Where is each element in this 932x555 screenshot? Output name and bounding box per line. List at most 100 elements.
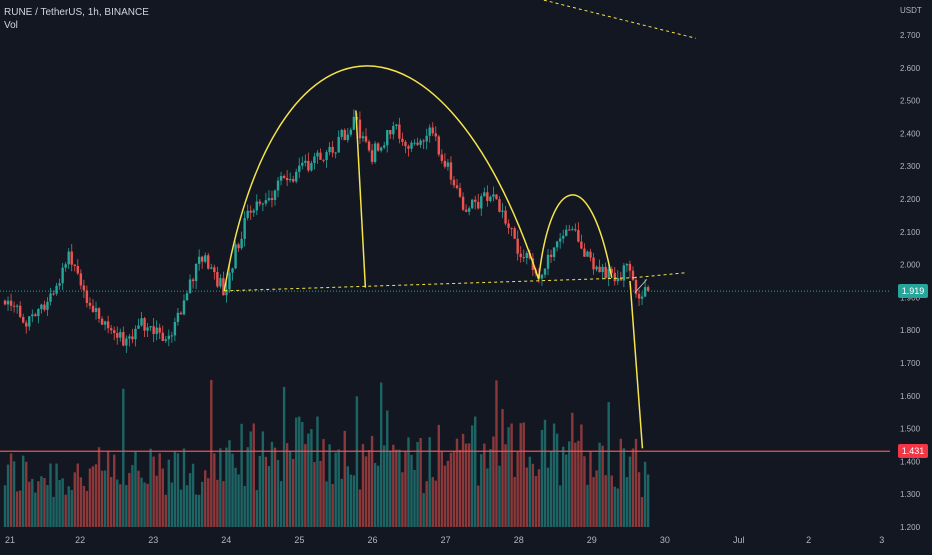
candle-body bbox=[480, 196, 483, 209]
volume-bar bbox=[422, 493, 425, 527]
volume-bar bbox=[595, 470, 598, 527]
volume-bar bbox=[40, 476, 43, 527]
candle-body bbox=[392, 125, 395, 135]
candle-body bbox=[361, 136, 365, 139]
candle-body bbox=[291, 179, 295, 182]
volume-bar bbox=[310, 429, 313, 527]
price-tick-label: 2.700 bbox=[900, 31, 921, 40]
candle-body bbox=[222, 278, 225, 296]
candle-body bbox=[389, 129, 392, 135]
candle-body bbox=[546, 254, 550, 269]
candle-body bbox=[255, 201, 258, 211]
candle-body bbox=[555, 241, 559, 248]
candle-body bbox=[434, 133, 437, 137]
candle-body bbox=[477, 201, 480, 209]
candle-body bbox=[134, 328, 137, 340]
volume-bar bbox=[191, 463, 195, 527]
candle-body bbox=[455, 185, 459, 189]
pattern-annotations[interactable] bbox=[223, 0, 696, 449]
volume-bar bbox=[88, 468, 92, 527]
volume-bar bbox=[589, 451, 592, 527]
volume-bar bbox=[282, 387, 286, 527]
time-tick-label: 3 bbox=[879, 535, 884, 545]
candle-body bbox=[358, 119, 362, 139]
time-tick-label: 29 bbox=[587, 535, 597, 545]
time-tick-label: 24 bbox=[221, 535, 231, 545]
candle-body bbox=[313, 156, 316, 164]
volume-bar bbox=[49, 463, 52, 527]
price-tick-label: 1.800 bbox=[900, 326, 921, 335]
volume-bar bbox=[295, 417, 298, 527]
volume-bar bbox=[428, 437, 431, 527]
candle-body bbox=[12, 305, 16, 307]
volume-bar bbox=[477, 485, 480, 527]
volume-bar bbox=[498, 465, 501, 527]
volume-bar bbox=[386, 410, 389, 527]
time-tick-label: 23 bbox=[148, 535, 158, 545]
candle-body bbox=[31, 314, 34, 317]
volume-bar bbox=[3, 485, 7, 527]
volume-bar bbox=[543, 419, 547, 527]
candle-body bbox=[76, 265, 80, 274]
volume-bar bbox=[225, 447, 228, 527]
candle-body bbox=[628, 263, 632, 271]
candle-body bbox=[140, 318, 143, 326]
candle-body bbox=[437, 136, 441, 155]
candle-body bbox=[586, 251, 589, 257]
volume-bar bbox=[565, 454, 568, 527]
candle-body bbox=[85, 290, 89, 303]
candle-body bbox=[565, 229, 568, 236]
price-tick-label: 1.300 bbox=[900, 490, 921, 499]
volume-bar bbox=[285, 443, 289, 527]
candle-body bbox=[443, 160, 447, 167]
candle-body bbox=[152, 326, 155, 335]
candle-body bbox=[549, 254, 553, 257]
candle-body bbox=[243, 218, 246, 239]
volume-bar bbox=[601, 445, 604, 527]
candle-body bbox=[143, 318, 146, 331]
volume-bar bbox=[249, 431, 252, 527]
candle-body bbox=[304, 160, 307, 163]
candle-body bbox=[270, 198, 274, 200]
volume-bar bbox=[152, 456, 155, 527]
candle-body bbox=[489, 196, 492, 201]
volume-bar bbox=[170, 482, 174, 527]
candle-body bbox=[67, 251, 70, 265]
candle-body bbox=[558, 238, 562, 242]
volume-bar bbox=[495, 380, 498, 527]
volume-bar bbox=[228, 440, 231, 527]
candle-body bbox=[637, 293, 641, 299]
volume-bar bbox=[355, 396, 359, 527]
candle-body bbox=[79, 273, 83, 286]
volume-bar bbox=[73, 472, 76, 527]
candle-body bbox=[46, 301, 49, 310]
volume-bar bbox=[407, 437, 410, 527]
candle-body bbox=[3, 300, 7, 305]
volume-bar bbox=[410, 454, 413, 527]
candle-body bbox=[240, 238, 243, 249]
volume-bar bbox=[182, 448, 186, 527]
candle-body bbox=[82, 285, 86, 291]
volume-bar bbox=[483, 443, 486, 527]
time-tick-label: 25 bbox=[294, 535, 304, 545]
volume-bar bbox=[470, 425, 474, 527]
volume-bar bbox=[116, 479, 119, 527]
candle-body bbox=[119, 332, 122, 338]
price-tick-label: 2.100 bbox=[900, 228, 921, 237]
volume-bar bbox=[134, 451, 137, 527]
volume-bar bbox=[437, 424, 441, 527]
volume-bar bbox=[12, 461, 16, 527]
time-tick-label: 2 bbox=[806, 535, 811, 545]
volume-bar bbox=[413, 470, 416, 527]
volume-bar bbox=[194, 494, 198, 527]
candle-body bbox=[37, 309, 40, 317]
candle-body bbox=[109, 328, 113, 331]
volume-bar bbox=[288, 451, 292, 527]
volume-bar bbox=[337, 449, 340, 527]
candle-body bbox=[634, 280, 638, 294]
candle-body bbox=[446, 162, 450, 167]
volume-bar bbox=[128, 472, 131, 527]
volume-bar bbox=[267, 466, 271, 527]
